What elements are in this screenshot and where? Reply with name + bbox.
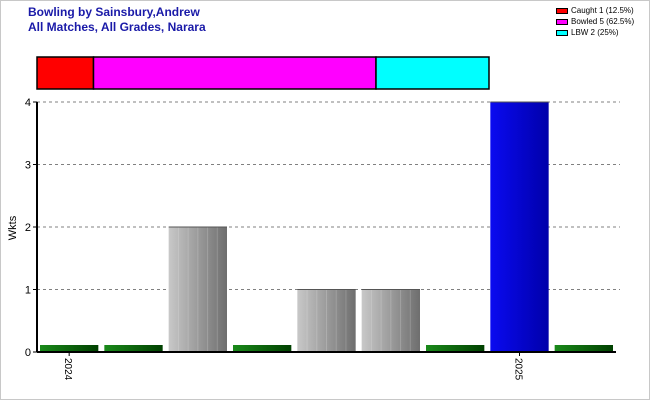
y-tick-label: 1	[25, 285, 31, 297]
proportion-segment-lbw	[375, 56, 490, 90]
bar-zero	[554, 345, 613, 351]
y-tick-label: 3	[25, 160, 31, 172]
x-tick-label: 2025	[513, 358, 524, 381]
proportion-segment-bowled	[92, 56, 377, 90]
bar	[168, 227, 227, 351]
dismissal-proportion-bar	[36, 56, 490, 90]
bars	[40, 101, 613, 351]
bar-zero	[233, 345, 292, 351]
legend-label-bowled: Bowled 5 (62.5%)	[571, 17, 635, 26]
bar	[297, 289, 356, 351]
legend-item-lbw: LBW 2 (25%)	[556, 27, 634, 38]
y-axis-label: Wkts	[7, 215, 19, 240]
legend-item-caught: Caught 1 (12.5%)	[556, 5, 634, 16]
bar	[361, 289, 420, 351]
bar-highlight	[490, 102, 549, 351]
legend-swatch-caught	[556, 7, 568, 14]
bar-zero	[426, 345, 485, 351]
y-tick-label: 2	[25, 222, 31, 234]
legend-swatch-bowled	[556, 18, 568, 25]
y-tick-label: 4	[25, 97, 31, 109]
legend-swatch-lbw	[556, 29, 568, 36]
legend: Caught 1 (12.5%) Bowled 5 (62.5%) LBW 2 …	[556, 5, 634, 38]
grid	[37, 101, 620, 290]
legend-item-bowled: Bowled 5 (62.5%)	[556, 16, 634, 27]
x-tick-label: 2024	[62, 358, 73, 381]
proportion-segment-caught	[36, 56, 95, 90]
bar-zero	[104, 345, 163, 351]
bar-zero	[40, 345, 99, 351]
legend-label-lbw: LBW 2 (25%)	[571, 28, 619, 37]
legend-label-caught: Caught 1 (12.5%)	[571, 6, 634, 15]
y-tick-label: 0	[25, 347, 31, 359]
chart-title: Bowling by Sainsbury,Andrew	[28, 5, 200, 19]
chart-subtitle: All Matches, All Grades, Narara	[28, 20, 206, 34]
axes: 0 1 2 3 4 2024 2025	[25, 97, 616, 381]
